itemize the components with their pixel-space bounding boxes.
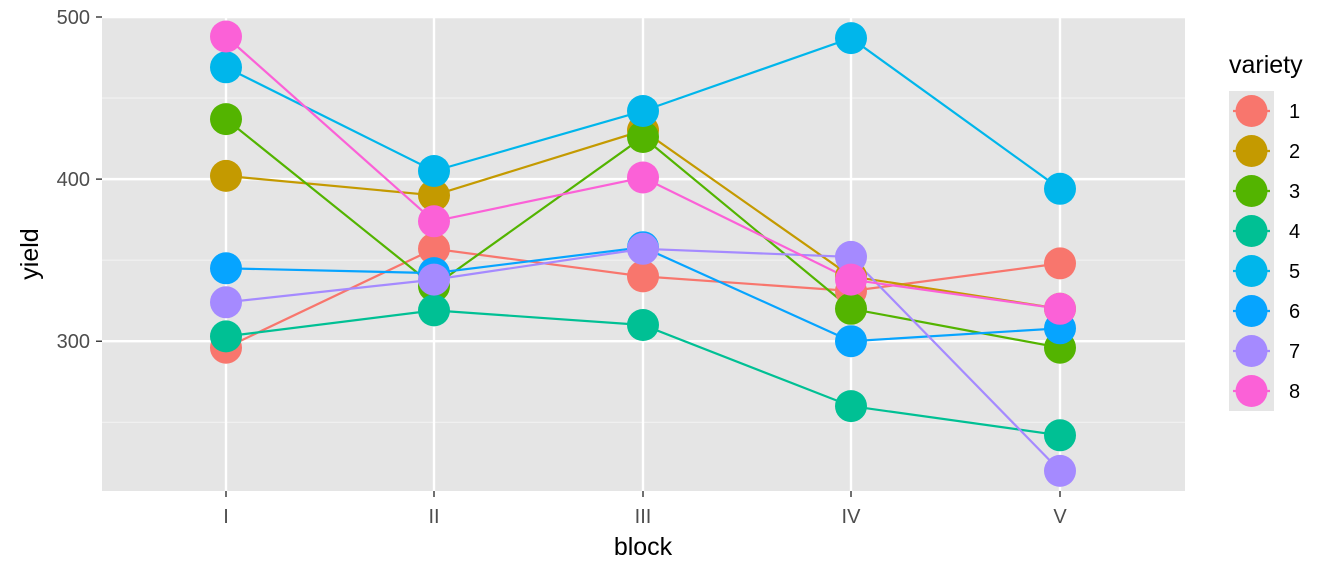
data-point-4 bbox=[210, 320, 242, 353]
data-point-5 bbox=[418, 155, 450, 187]
legend-key-point bbox=[1235, 135, 1268, 167]
data-point-5 bbox=[1044, 172, 1076, 205]
legend-label-6: 6 bbox=[1289, 301, 1300, 323]
data-point-2 bbox=[210, 159, 242, 192]
data-point-8 bbox=[210, 20, 242, 53]
data-point-7 bbox=[418, 263, 450, 296]
legend-label-1: 1 bbox=[1289, 101, 1300, 123]
legend-key-point bbox=[1235, 215, 1268, 247]
legend-label-7: 7 bbox=[1289, 341, 1300, 363]
y-tick-label: 500 bbox=[57, 7, 90, 29]
data-point-4 bbox=[627, 309, 659, 341]
data-point-4 bbox=[1044, 419, 1076, 452]
legend-key-point bbox=[1235, 95, 1268, 127]
legend-key-point bbox=[1235, 255, 1268, 287]
x-tick-label: V bbox=[1053, 506, 1067, 528]
legend-key-point bbox=[1235, 375, 1268, 407]
data-point-1 bbox=[1044, 247, 1076, 280]
data-point-3 bbox=[835, 292, 867, 325]
legend-label-5: 5 bbox=[1289, 261, 1300, 283]
x-tick-label: I bbox=[223, 506, 229, 528]
data-point-7 bbox=[627, 232, 659, 265]
x-tick-label: III bbox=[635, 506, 652, 528]
legend-title: variety bbox=[1229, 51, 1303, 79]
data-point-6 bbox=[210, 252, 242, 285]
data-point-8 bbox=[835, 263, 867, 296]
legend-key-point bbox=[1235, 295, 1268, 327]
data-point-8 bbox=[1044, 292, 1076, 325]
data-point-7 bbox=[835, 240, 867, 273]
legend-label-4: 4 bbox=[1289, 221, 1300, 243]
legend-label-3: 3 bbox=[1289, 181, 1300, 203]
data-point-5 bbox=[835, 22, 867, 55]
data-point-6 bbox=[835, 325, 867, 358]
data-point-8 bbox=[627, 161, 659, 194]
legend-key-point bbox=[1235, 335, 1268, 367]
data-point-1 bbox=[627, 260, 659, 293]
data-point-7 bbox=[1044, 454, 1076, 487]
legend: variety 1 2 3 4 5 6 7 8 bbox=[1229, 51, 1303, 411]
legend-label-8: 8 bbox=[1289, 381, 1300, 403]
x-axis: I II III IV V bbox=[223, 491, 1067, 528]
data-point-8 bbox=[418, 205, 450, 238]
data-point-4 bbox=[835, 390, 867, 423]
data-point-2 bbox=[418, 179, 450, 212]
legend-label-2: 2 bbox=[1289, 141, 1300, 163]
data-point-3 bbox=[210, 103, 242, 136]
data-point-5 bbox=[627, 95, 659, 127]
y-axis: 300 400 500 bbox=[57, 7, 102, 353]
y-tick-label: 400 bbox=[57, 169, 90, 191]
y-tick-label: 300 bbox=[57, 331, 90, 353]
data-point-3 bbox=[627, 121, 659, 153]
x-axis-title: block bbox=[614, 533, 673, 561]
data-point-5 bbox=[210, 51, 242, 84]
series-points bbox=[210, 20, 1076, 487]
x-tick-label: II bbox=[428, 506, 439, 528]
data-point-4 bbox=[418, 294, 450, 327]
x-tick-label: IV bbox=[842, 506, 862, 528]
legend-key-point bbox=[1235, 175, 1268, 207]
data-point-7 bbox=[210, 286, 242, 319]
data-point-1 bbox=[418, 232, 450, 265]
y-axis-title: yield bbox=[16, 228, 44, 279]
